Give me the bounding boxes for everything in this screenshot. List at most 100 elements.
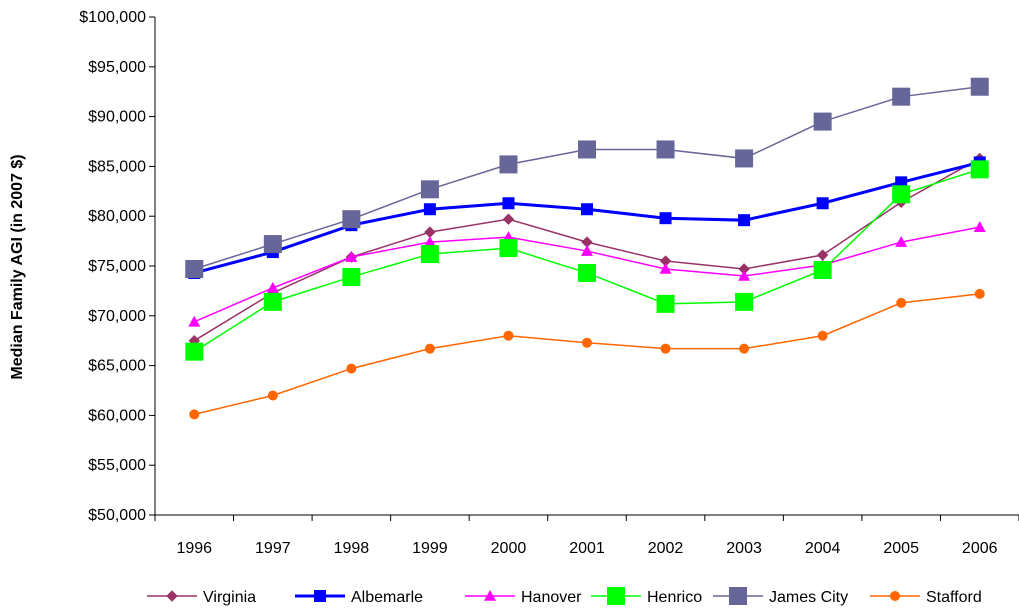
legend-marker — [166, 590, 178, 602]
legend-label: Hanover — [521, 589, 582, 606]
x-tick-label: 2002 — [648, 540, 684, 557]
legend-marker — [729, 587, 747, 605]
series-line-stafford — [194, 293, 980, 416]
data-point-albemarle — [423, 203, 436, 216]
legend-item-james-city: James City — [713, 587, 848, 606]
data-point-stafford — [346, 363, 357, 374]
legend-label: Stafford — [926, 589, 982, 606]
data-point-albemarle — [502, 197, 515, 210]
data-point-henrico — [420, 245, 439, 264]
x-axis-ticks: 1996 1997 1998 1999 2000 2001 2002 2003 2004 2005… — [154, 515, 1019, 557]
data-point-james-city — [656, 140, 675, 159]
y-axis-label: Median Family AGI (in 2007 $) — [9, 154, 26, 379]
data-point-stafford — [503, 330, 514, 341]
data-point-hanover — [659, 262, 672, 274]
y-tick-label: $75,000 — [88, 258, 146, 275]
data-point-albemarle — [738, 214, 751, 227]
data-point-stafford — [582, 337, 592, 348]
legend-label: Henrico — [647, 589, 702, 606]
data-point-hanover — [188, 315, 201, 327]
data-point-james-city — [420, 180, 439, 199]
y-tick-label: $50,000 — [88, 507, 146, 524]
data-point-stafford — [974, 288, 985, 299]
series-james-city — [185, 77, 989, 278]
data-point-virginia — [502, 213, 515, 225]
data-point-stafford — [424, 343, 435, 354]
x-tick-label: 2003 — [726, 540, 762, 557]
y-tick-label: $65,000 — [88, 358, 146, 375]
data-point-james-city — [970, 77, 989, 96]
data-point-henrico — [892, 185, 911, 204]
x-tick-label: 1997 — [255, 540, 291, 557]
series-stafford — [189, 288, 985, 420]
legend-item-hanover: Hanover — [465, 589, 582, 606]
data-point-henrico — [263, 292, 282, 311]
x-tick-label: 2006 — [962, 540, 998, 557]
data-point-stafford — [739, 343, 750, 354]
data-point-stafford — [817, 330, 828, 341]
data-point-james-city — [263, 235, 282, 254]
x-tick-label: 2001 — [569, 540, 605, 557]
x-tick-label: 2004 — [805, 540, 841, 557]
y-tick-label: $80,000 — [88, 208, 146, 225]
data-point-henrico — [499, 239, 518, 258]
data-point-hanover — [266, 281, 279, 293]
data-point-albemarle — [659, 212, 672, 225]
data-point-henrico — [342, 267, 361, 286]
series-line-albemarle — [193, 160, 981, 275]
y-tick-label: $60,000 — [88, 407, 146, 424]
legend-marker — [484, 590, 496, 601]
legend-item-stafford: Stafford — [870, 589, 982, 606]
data-point-stafford — [189, 409, 200, 420]
data-point-james-city — [499, 155, 518, 174]
y-tick-label: $70,000 — [88, 308, 146, 325]
y-tick-label: $55,000 — [88, 457, 146, 474]
series-lines — [185, 77, 989, 420]
data-point-virginia — [816, 249, 829, 261]
legend-marker — [607, 587, 625, 605]
y-tick-label: $95,000 — [88, 59, 146, 76]
data-point-stafford — [267, 390, 278, 401]
y-tick-label: $85,000 — [88, 158, 146, 175]
data-point-albemarle — [581, 203, 593, 216]
data-point-hanover — [345, 251, 358, 262]
data-point-henrico — [185, 342, 204, 361]
data-point-hanover — [423, 236, 436, 247]
data-point-henrico — [813, 260, 832, 279]
data-point-stafford — [896, 297, 907, 308]
data-point-hanover — [738, 269, 751, 281]
data-point-james-city — [813, 112, 832, 131]
data-point-james-city — [578, 140, 596, 159]
x-tick-label: 1999 — [412, 540, 448, 557]
data-point-virginia — [424, 226, 436, 238]
y-tick-label: $100,000 — [79, 9, 146, 26]
series-henrico — [185, 160, 989, 361]
data-point-james-city — [185, 259, 204, 278]
legend-label: Albemarle — [351, 589, 423, 606]
data-point-james-city — [892, 87, 911, 106]
data-point-hanover — [973, 221, 986, 232]
legend-marker — [314, 590, 326, 602]
x-tick-label: 2005 — [883, 540, 919, 557]
data-point-henrico — [656, 294, 675, 313]
legend-item-albemarle: Albemarle — [295, 589, 423, 606]
legend: Virginia Albemarle Hanover Henrico James Cit… — [147, 587, 982, 606]
data-point-stafford — [660, 343, 671, 354]
legend-item-virginia: Virginia — [147, 589, 256, 606]
legend-marker — [890, 591, 900, 601]
x-tick-label: 1996 — [176, 540, 212, 557]
x-tick-label: 1998 — [334, 540, 370, 557]
data-point-james-city — [342, 210, 361, 229]
series-line-henrico — [193, 168, 980, 353]
y-tick-label: $90,000 — [88, 109, 146, 126]
data-point-henrico — [578, 263, 596, 282]
legend-item-henrico: Henrico — [591, 587, 702, 606]
data-point-james-city — [735, 149, 754, 168]
y-axis-ticks: $50,000 $55,000 $60,000 $65,000 $70,000 $75,0… — [79, 9, 155, 524]
x-tick-label: 2000 — [491, 540, 527, 557]
legend-label: Virginia — [203, 589, 256, 606]
legend-label: James City — [769, 589, 848, 606]
data-point-hanover — [581, 245, 593, 256]
data-point-henrico — [735, 292, 754, 311]
